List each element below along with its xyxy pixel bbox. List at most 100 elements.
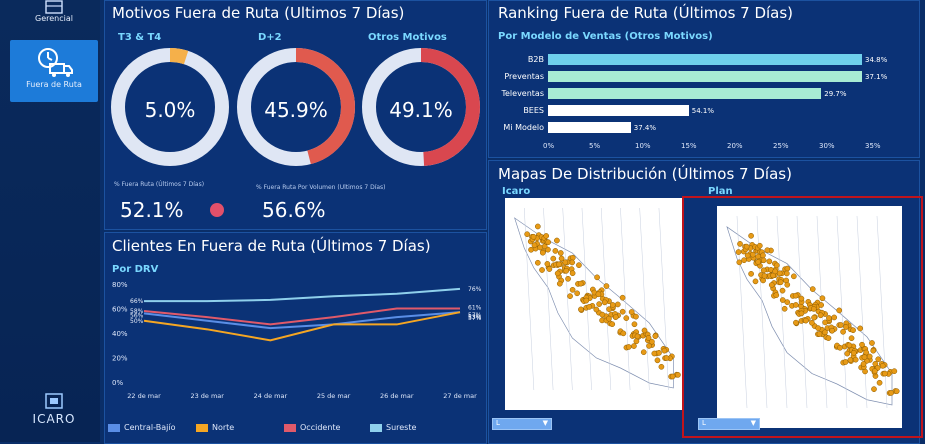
map-point (599, 311, 606, 318)
chevron-down-icon: ▼ (750, 419, 756, 427)
bar[interactable] (548, 71, 862, 82)
map-point (859, 341, 865, 348)
sidebar: Gerencial Fuera de Ruta ICARO (0, 0, 100, 442)
map-point (793, 302, 799, 308)
map-point (815, 325, 822, 331)
bar[interactable] (548, 88, 822, 99)
map-point (623, 315, 630, 321)
bar[interactable] (548, 54, 862, 65)
map-point (879, 363, 886, 369)
legend-sureste[interactable]: Sureste (370, 423, 416, 432)
map-point (645, 335, 652, 341)
kpi2-label: % Fuera Ruta Por Volumen (Ultimos 7 Días… (256, 184, 386, 191)
legend-occidente[interactable]: Occidente (284, 423, 340, 432)
map-point (563, 267, 570, 274)
x-tick-label: 27 de mar (443, 392, 477, 400)
map-point (816, 331, 823, 337)
sidebar-item-gerencial[interactable]: Gerencial (10, 0, 98, 34)
y-tick-label: 20% (112, 355, 128, 363)
map-point (752, 278, 759, 285)
map-left-label: Icaro (502, 186, 531, 197)
x-tick-label: 35% (865, 142, 881, 150)
map-point (779, 297, 786, 303)
map-point (736, 259, 743, 266)
map-point (773, 262, 780, 269)
donut-value-otros: 49.1% (389, 98, 453, 122)
bar-value-label: 29.7% (824, 90, 847, 98)
map-point (837, 322, 844, 328)
motivos-panel (104, 0, 487, 230)
highlight-box (682, 196, 923, 438)
map-point (619, 294, 626, 301)
legend-swatch (370, 423, 382, 432)
legend-label: Occidente (300, 423, 341, 432)
map-point (531, 242, 538, 249)
map-point (574, 290, 580, 297)
map-point (743, 243, 750, 250)
x-tick-label: 30% (819, 142, 835, 150)
map-point (760, 252, 766, 259)
map-point (620, 330, 627, 337)
map-point (829, 327, 835, 334)
series-line (143, 311, 461, 330)
map-point (656, 350, 662, 356)
map-point (875, 356, 882, 363)
legend-central-bajio[interactable]: Central-Bajío (108, 423, 175, 432)
map-point (844, 350, 851, 357)
data-label: 66% (130, 298, 144, 305)
data-label: 58% (130, 308, 144, 315)
map-icaro[interactable] (505, 198, 683, 410)
legend-swatch (196, 423, 208, 432)
map-point (876, 379, 883, 386)
legend-norte[interactable]: Norte (196, 423, 234, 432)
sidebar-item-fuera-de-ruta[interactable]: Fuera de Ruta (10, 40, 98, 102)
icaro-logo: ICARO (24, 392, 84, 426)
y-tick-label: 60% (112, 306, 128, 314)
x-tick-label: 20% (727, 142, 743, 150)
x-tick-label: 24 de mar (254, 392, 288, 400)
donut-arc (237, 48, 355, 166)
legend-label: Sureste (386, 423, 417, 432)
bar-category-label: B2B (527, 55, 544, 64)
map-point (798, 295, 805, 302)
motivos-title: Motivos Fuera de Ruta (Ultimos 7 Días) (112, 4, 405, 22)
dropdown-value: L (702, 419, 706, 427)
map-left-dropdown[interactable]: L ▼ (492, 418, 552, 430)
map-point (652, 333, 659, 340)
map-point (870, 347, 877, 354)
donut-arc (362, 48, 480, 166)
x-tick-label: 23 de mar (190, 392, 224, 400)
map-border (836, 215, 848, 409)
x-tick-label: 25% (773, 142, 789, 150)
map-point (558, 255, 565, 262)
map-point (893, 388, 900, 395)
map-point (577, 280, 584, 287)
bar-category-label: Televentas (501, 89, 544, 98)
donut-value-t3t4: 5.0% (144, 98, 196, 122)
map-point (569, 270, 576, 277)
map-point (869, 340, 875, 346)
map-point (606, 315, 612, 322)
map-point (748, 270, 754, 277)
sidebar-item-label: Gerencial (35, 14, 73, 23)
map-point (640, 349, 647, 356)
chevron-down-icon: ▼ (542, 419, 548, 427)
map-point (530, 233, 537, 240)
data-label: 61% (468, 304, 482, 311)
map-point (822, 329, 828, 336)
map-point (792, 292, 799, 299)
map-point (781, 305, 788, 312)
map-point (840, 328, 846, 335)
bar[interactable] (548, 105, 689, 116)
map-point (628, 309, 635, 315)
x-tick-label: 25 de mar (317, 392, 351, 400)
bar[interactable] (548, 122, 631, 133)
map-point (593, 306, 600, 313)
logo-text: ICARO (32, 412, 76, 426)
map-point (809, 319, 815, 326)
map-plan[interactable] (717, 206, 902, 428)
map-icaro-svg (513, 207, 681, 391)
map-right-dropdown[interactable]: L ▼ (698, 418, 760, 430)
map-point (631, 343, 637, 349)
map-point (539, 249, 546, 256)
